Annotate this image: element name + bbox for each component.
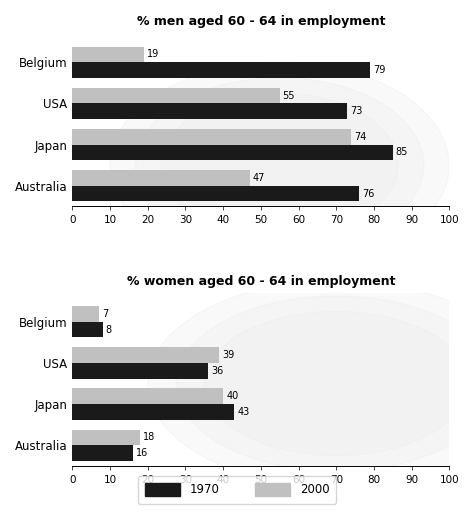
Bar	[73, 170, 249, 186]
Text: 79: 79	[373, 65, 385, 75]
Bar	[73, 445, 133, 461]
Text: 18: 18	[143, 433, 155, 442]
Text: 85: 85	[396, 147, 408, 157]
Text: 43: 43	[237, 407, 250, 417]
Bar	[73, 129, 351, 144]
Text: 8: 8	[106, 325, 112, 334]
Ellipse shape	[161, 93, 398, 237]
Text: 19: 19	[147, 49, 159, 59]
Text: 39: 39	[222, 350, 235, 360]
Bar	[73, 186, 359, 201]
Ellipse shape	[136, 78, 424, 253]
Text: 16: 16	[136, 448, 148, 458]
Ellipse shape	[110, 62, 449, 268]
Title: % men aged 60 - 64 in employment: % men aged 60 - 64 in employment	[137, 15, 385, 28]
Text: 7: 7	[102, 309, 108, 319]
Bar	[73, 363, 208, 378]
Bar	[73, 103, 347, 119]
Ellipse shape	[204, 311, 468, 456]
Bar	[73, 347, 219, 363]
Text: 36: 36	[211, 366, 223, 376]
Ellipse shape	[148, 281, 474, 486]
Text: 73: 73	[350, 106, 363, 116]
Bar	[73, 88, 280, 103]
Text: 55: 55	[283, 91, 295, 100]
Title: % women aged 60 - 64 in employment: % women aged 60 - 64 in employment	[127, 274, 395, 288]
Bar	[73, 322, 103, 337]
Bar	[73, 47, 144, 62]
Legend: 1970, 2000: 1970, 2000	[137, 476, 337, 503]
Bar	[73, 306, 99, 322]
Text: 74: 74	[354, 132, 366, 142]
Text: 76: 76	[362, 188, 374, 199]
Bar	[73, 430, 140, 445]
Text: 47: 47	[253, 173, 265, 183]
Ellipse shape	[176, 296, 474, 471]
Bar	[73, 62, 370, 78]
Bar	[73, 404, 235, 420]
Bar	[73, 389, 223, 404]
Text: 40: 40	[226, 391, 238, 401]
Bar	[73, 144, 392, 160]
